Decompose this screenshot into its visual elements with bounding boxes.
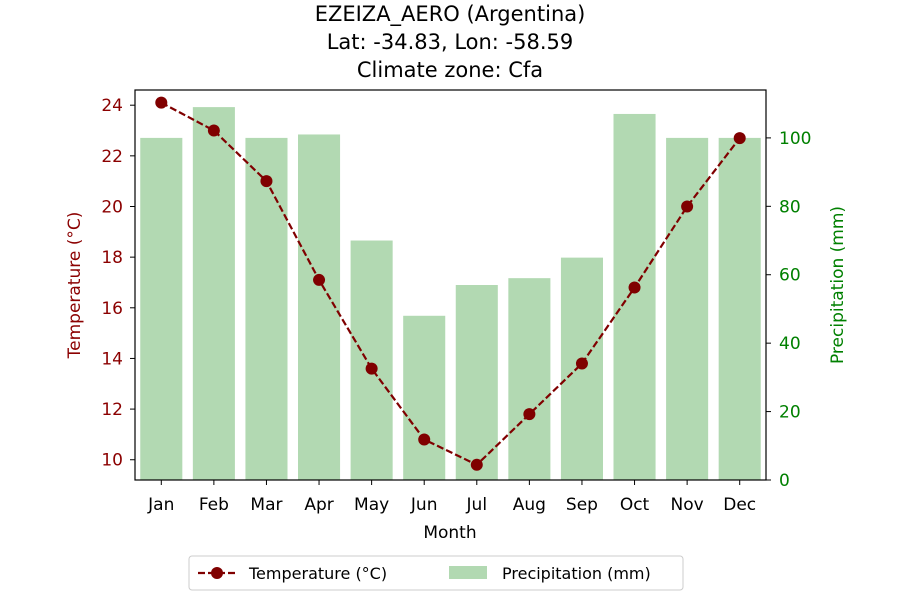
- x-tick-label-oct: Oct: [620, 495, 650, 515]
- temperature-point-oct: [628, 281, 641, 294]
- legend-temperature-marker: [211, 567, 223, 579]
- temperature-series: [155, 96, 746, 471]
- temperature-point-sep: [575, 357, 588, 370]
- temperature-point-feb: [207, 124, 220, 137]
- y-right-tick-label-40: 40: [779, 334, 801, 354]
- x-tick-label-feb: Feb: [199, 495, 229, 515]
- y-left-tick-label-10: 10: [101, 451, 123, 471]
- x-tick-label-jul: Jul: [466, 495, 488, 515]
- y-left-tick-label-18: 18: [101, 248, 123, 268]
- title-line-2: Lat: -34.83, Lon: -58.59: [327, 30, 574, 54]
- temperature-line: [160, 101, 741, 467]
- y-left-tick-label-12: 12: [101, 400, 123, 420]
- precipitation-bar-feb: [192, 107, 235, 481]
- temperature-point-jul: [470, 458, 483, 471]
- x-tick-label-mar: Mar: [250, 495, 282, 515]
- precipitation-bar-aug: [508, 278, 551, 480]
- y-left-axis-label: Temperature (°C): [65, 212, 85, 360]
- y-left-tick-label-16: 16: [101, 299, 123, 319]
- precipitation-bar-apr: [298, 134, 341, 480]
- legend: Temperature (°C) Precipitation (mm): [188, 555, 684, 591]
- temperature-point-jun: [418, 433, 431, 446]
- y-left-tick-label-20: 20: [101, 197, 123, 217]
- y-right-tick-label-60: 60: [779, 266, 801, 286]
- title-line-3: Climate zone: Cfa: [357, 58, 543, 82]
- x-tick-label-apr: Apr: [304, 495, 333, 515]
- x-axis-label: Month: [423, 523, 476, 543]
- chart-title: EZEIZA_AERO (Argentina) Lat: -34.83, Lon…: [315, 2, 586, 82]
- precipitation-bar-mar: [245, 137, 288, 481]
- precipitation-bars: [140, 107, 761, 481]
- x-tick-label-jun: Jun: [410, 495, 438, 515]
- y-left-tick-label-22: 22: [101, 147, 123, 167]
- precipitation-bar-dec: [718, 137, 761, 481]
- y-left-tick-label-24: 24: [101, 96, 123, 116]
- y-left-axis-ticks: 10 12 14 16 18 20 22 24: [101, 96, 135, 471]
- title-line-1: EZEIZA_AERO (Argentina): [315, 2, 586, 27]
- precipitation-bar-jul: [455, 285, 498, 480]
- legend-temperature-label: Temperature (°C): [248, 564, 387, 583]
- y-right-tick-label-20: 20: [779, 403, 801, 423]
- legend-frame: [188, 555, 684, 591]
- y-right-tick-label-0: 0: [779, 471, 790, 491]
- temperature-point-dec: [733, 132, 746, 145]
- y-right-tick-label-80: 80: [779, 197, 801, 217]
- y-left-tick-label-14: 14: [101, 349, 123, 369]
- plot-frame: [134, 89, 767, 481]
- precipitation-bar-may: [350, 240, 393, 480]
- x-tick-label-aug: Aug: [513, 495, 546, 515]
- legend-precipitation-swatch: [449, 566, 487, 579]
- precipitation-bar-jan: [140, 137, 183, 481]
- y-right-tick-label-100: 100: [779, 129, 811, 149]
- temperature-point-jan: [155, 96, 168, 109]
- legend-precipitation-label: Precipitation (mm): [502, 564, 651, 583]
- precipitation-bar-oct: [613, 113, 656, 481]
- temperature-point-mar: [260, 175, 273, 188]
- x-tick-label-sep: Sep: [566, 495, 598, 515]
- y-right-axis-ticks: 0 20 40 60 80 100: [766, 129, 811, 491]
- temperature-point-aug: [523, 408, 536, 421]
- x-tick-label-jan: Jan: [147, 495, 174, 515]
- precipitation-bar-nov: [666, 137, 709, 481]
- temperature-point-may: [365, 362, 378, 375]
- temperature-point-apr: [313, 273, 326, 286]
- precipitation-bar-jun: [403, 315, 446, 480]
- x-tick-label-nov: Nov: [671, 495, 704, 515]
- temperature-point-nov: [681, 200, 694, 213]
- x-tick-label-dec: Dec: [723, 495, 756, 515]
- x-axis-ticks: Jan Feb Mar Apr May Jun Jul Aug Sep Oct Nov Dec: [147, 480, 756, 515]
- y-right-axis-label: Precipitation (mm): [828, 206, 848, 364]
- x-tick-label-may: May: [354, 495, 389, 515]
